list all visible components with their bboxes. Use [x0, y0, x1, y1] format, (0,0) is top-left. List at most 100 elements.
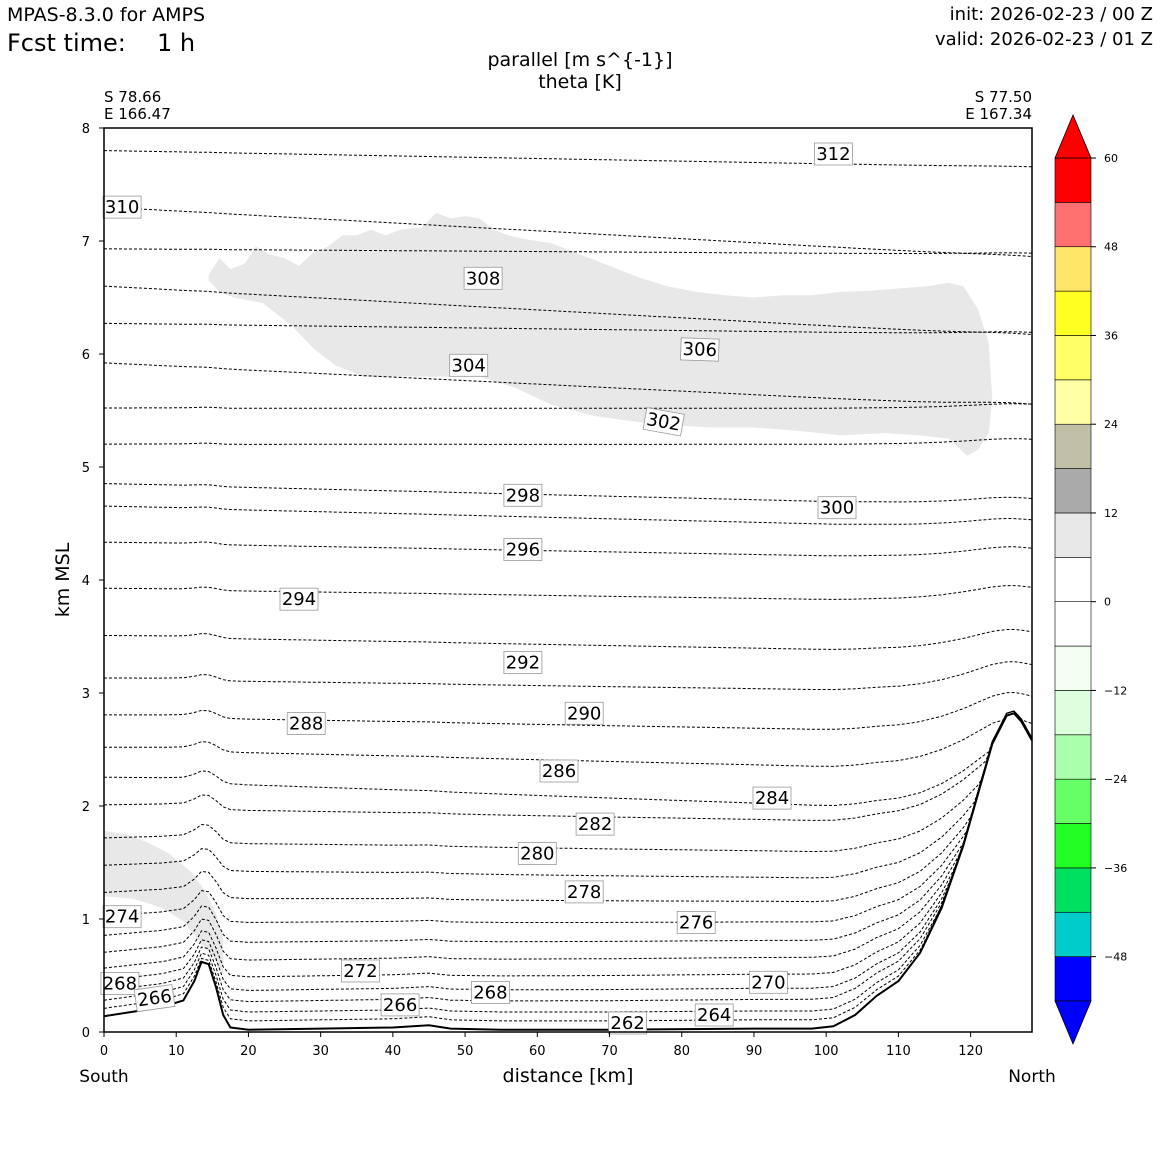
colorbar-bin: [1054, 423, 1092, 469]
contour-label-308: 308: [463, 266, 503, 290]
colorbar-bin: [1054, 778, 1092, 824]
terrain-layer: [103, 712, 1033, 1031]
wind-shading-layer: [104, 212, 993, 976]
theta-line-310: [103, 206, 1033, 257]
theta-line-296: [104, 541, 1033, 557]
contour-label-text: 306: [682, 339, 717, 361]
colorbar-bin: [1054, 468, 1092, 514]
contour-label-272: 272: [340, 959, 380, 983]
theta-line-280: [103, 710, 1033, 879]
x-tick-label: 60: [529, 1044, 546, 1059]
colorbar-bin: [1054, 734, 1092, 780]
colorbar-tick-label: 12: [1104, 507, 1118, 520]
contour-label-294: 294: [279, 587, 319, 611]
contour-label-layer: 312 310 308 306 304 302 298 300 296 294 292 290 288 2…: [100, 142, 857, 1035]
contour-label-266: 266: [133, 984, 176, 1013]
y-tick-label: 5: [82, 461, 90, 476]
colorbar-tick-label: −48: [1104, 951, 1127, 964]
contour-label-264: 264: [694, 1003, 734, 1027]
colorbar-bin: [1054, 290, 1092, 336]
theta-line-284: [103, 710, 1033, 821]
x-tick-label: 110: [886, 1044, 911, 1059]
colorbar-bin: [1054, 202, 1092, 248]
contour-label-text: 276: [679, 912, 713, 933]
x-tick-label: 0: [100, 1044, 108, 1059]
contour-label-282: 282: [575, 812, 615, 836]
colorbar-bin: [1054, 956, 1092, 1002]
contour-label-300: 300: [817, 496, 857, 520]
contour-label-text: 274: [105, 907, 139, 928]
contour-label-270: 270: [749, 970, 788, 994]
x-axis-label: distance [km]: [503, 1065, 634, 1087]
y-axis-label: km MSL: [52, 542, 74, 617]
contour-label-292: 292: [503, 651, 543, 674]
field-title: parallel [m s^{-1}]: [487, 49, 673, 71]
contour-label-text: 302: [645, 409, 682, 436]
y-tick-label: 4: [82, 574, 90, 589]
y-tick-label: 7: [82, 235, 90, 250]
colorbar-tick-label: 60: [1104, 152, 1118, 165]
y-tick-label: 8: [82, 122, 90, 137]
contour-label-text: 310: [105, 197, 139, 218]
theta-line-278: [103, 710, 1033, 903]
colorbar-bin: [1054, 512, 1092, 558]
north-label: North: [1008, 1067, 1056, 1087]
theta-line-298: [103, 483, 1033, 503]
x-tick-label: 20: [240, 1044, 257, 1059]
x-tick-label: 10: [168, 1044, 185, 1059]
contour-label-text: 264: [697, 1005, 731, 1026]
theta-line-268: [103, 710, 1033, 991]
theta-line-272: [103, 710, 1033, 961]
colorbar-tick-label: 48: [1104, 241, 1118, 254]
colorbar-bin: [1054, 335, 1092, 381]
theta-line-312: [104, 150, 1033, 168]
contour-label-306: 306: [680, 337, 720, 362]
wind-shade-region-1: [104, 830, 224, 976]
contour-label-text: 268: [103, 973, 137, 994]
contour-label-text: 284: [755, 788, 789, 809]
theta-line-300: [103, 505, 1033, 525]
left-endpoint-lat: S 78.66: [104, 88, 162, 106]
contour-label-text: 308: [466, 268, 500, 289]
theta-line-274: [103, 710, 1033, 943]
colorbar-bin: [1054, 246, 1092, 292]
contour-label-text: 272: [343, 961, 377, 982]
contour-label-266: 266: [380, 993, 420, 1017]
colorbar-tick-label: −12: [1104, 684, 1127, 697]
y-tick-label: 6: [82, 348, 90, 363]
contour-label-text: 268: [473, 983, 507, 1004]
colorbar-bin: [1054, 645, 1092, 691]
contour-label-276: 276: [676, 911, 716, 934]
contour-label-268: 268: [100, 972, 140, 995]
colorbar-bin: [1054, 601, 1092, 647]
x-tick-label: 90: [746, 1044, 763, 1059]
theta-line-270: [103, 710, 1033, 978]
contour-label-284: 284: [752, 786, 792, 810]
contour-label-text: 280: [520, 844, 554, 865]
theta-line-292: [104, 661, 1033, 691]
colorbar-bin: [1054, 823, 1092, 869]
x-tick-label: 100: [814, 1044, 839, 1059]
contour-label-text: 266: [383, 995, 417, 1016]
contour-title: theta [K]: [538, 71, 622, 93]
contour-label-text: 298: [506, 485, 540, 506]
contour-label-text: 278: [567, 882, 601, 903]
contour-label-302: 302: [642, 407, 685, 437]
colorbar-bin: [1054, 157, 1092, 203]
theta-contour-layer: [103, 150, 1033, 1022]
contour-label-text: 312: [816, 144, 850, 165]
colorbar-tick-label: 0: [1104, 596, 1111, 609]
contour-label-304: 304: [449, 353, 489, 377]
colorbar-bin: [1054, 379, 1092, 425]
x-tick-label: 80: [673, 1044, 690, 1059]
theta-line-276: [103, 710, 1033, 924]
right-endpoint: S 77.50 E 167.34: [965, 89, 1032, 123]
theta-line-264: [103, 710, 1033, 1013]
y-tick-label: 3: [82, 687, 90, 702]
contour-label-274: 274: [102, 905, 142, 929]
contour-label-296: 296: [503, 538, 543, 561]
y-tick-label: 1: [82, 913, 90, 928]
theta-line-294: [104, 585, 1033, 600]
contour-label-text: 288: [289, 714, 323, 735]
